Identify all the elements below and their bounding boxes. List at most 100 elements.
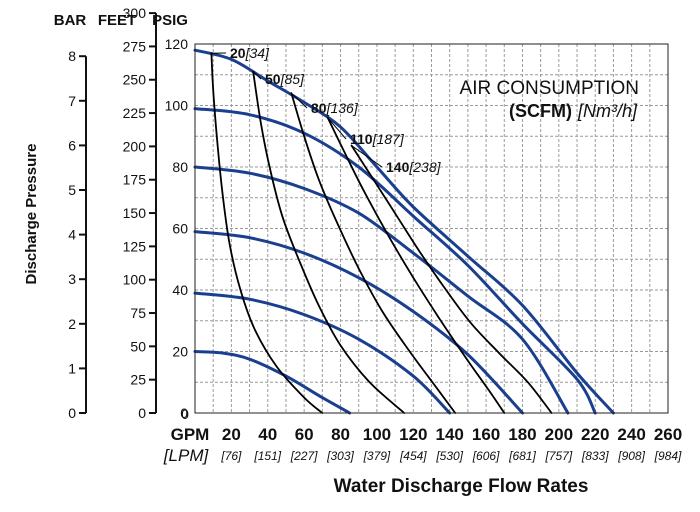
y-tick-feet: 200 — [123, 138, 147, 154]
x-tick-lpm: [379] — [363, 449, 391, 463]
x-tick-lpm: [833] — [581, 449, 609, 463]
plot-border — [194, 43, 669, 414]
y-tick-psig: 60 — [172, 221, 188, 237]
air-curve-label: 110[187] — [350, 131, 405, 147]
pressure-curves — [193, 48, 615, 415]
y-axis-header: BAR — [54, 12, 87, 29]
grid — [195, 43, 669, 413]
pressure-curve — [193, 48, 615, 415]
y-tick-bar: 8 — [68, 48, 76, 64]
x-tick-lpm: [454] — [399, 449, 427, 463]
pressure-curve — [193, 165, 570, 415]
x-tick-lpm: [530] — [435, 449, 463, 463]
air-curve-label-scfm: 80 — [311, 100, 327, 116]
pressure-curve — [193, 230, 524, 415]
y-tick-psig: 100 — [165, 98, 189, 114]
y-tick-psig: 80 — [172, 159, 188, 175]
x-tick-gpm: 160 — [472, 425, 500, 444]
y-tick-bar: 2 — [68, 316, 76, 332]
air-consumption-curve — [210, 52, 324, 414]
y-tick-feet: 250 — [123, 72, 147, 88]
pressure-curve — [193, 107, 597, 415]
x-tick-gpm: 100 — [363, 425, 391, 444]
x-tick-gpm: 80 — [331, 425, 350, 444]
y-tick-bar: 4 — [68, 227, 76, 243]
y-tick-psig: 120 — [165, 36, 189, 52]
x-tick-gpm: 40 — [258, 425, 277, 444]
y-axis-header: FEET — [98, 12, 136, 29]
air-curve-label: 80[136] — [311, 100, 359, 116]
y-tick-psig: 0 — [180, 405, 188, 421]
air-curve-leader — [327, 117, 347, 140]
x-tick-lpm: [76] — [220, 449, 242, 463]
air-curve-label-nm3h: [187] — [372, 131, 405, 147]
y-tick-bar: 7 — [68, 93, 76, 109]
x-axis-label: Water Discharge Flow Rates — [334, 476, 589, 497]
x-tick-lpm: [757] — [544, 449, 572, 463]
y-axis-label: Discharge Pressure — [23, 144, 40, 285]
air-curve-label-nm3h: [238] — [408, 159, 441, 175]
y-tick-bar: 0 — [68, 405, 76, 421]
y-tick-bar: 1 — [68, 360, 76, 376]
y-tick-feet: 150 — [123, 205, 147, 221]
air-curve-label-nm3h: [85] — [280, 71, 305, 87]
pressure-curve — [193, 291, 452, 415]
y-tick-bar: 3 — [68, 271, 76, 287]
air-curve-label: 50[85] — [265, 71, 305, 87]
labels: 20[34] 50[85] 80[136] 110[187] 140[238] — [211, 45, 442, 175]
y-tick-bar: 6 — [68, 137, 76, 153]
air-curve-label-scfm: 110 — [350, 131, 373, 147]
x-unit-label: GPM — [171, 425, 210, 444]
y-tick-feet: 100 — [123, 272, 147, 288]
legend-subtitle-unit: [Nm³/h] — [577, 101, 638, 121]
air-curve-label: 140[238] — [386, 159, 442, 175]
x-tick-lpm: [227] — [290, 449, 318, 463]
x-tick-gpm: 120 — [399, 425, 427, 444]
x-tick-lpm: [681] — [508, 449, 536, 463]
x-unit-alt-label: [LPM] — [163, 446, 210, 465]
legend-subtitle: (SCFM) [Nm³/h] — [509, 101, 638, 121]
y-tick-psig: 40 — [172, 282, 188, 298]
x-tick-gpm: 260 — [654, 425, 682, 444]
air-consumption-curve — [290, 92, 457, 414]
air-curve-label-scfm: 50 — [265, 71, 281, 87]
x-tick-lpm: [984] — [654, 449, 682, 463]
x-tick-gpm: 60 — [295, 425, 314, 444]
x-tick-gpm: 140 — [436, 425, 464, 444]
x-tick-gpm: 200 — [545, 425, 573, 444]
x-tick-lpm: [303] — [326, 449, 354, 463]
x-tick-lpm: [151] — [253, 449, 281, 463]
y-tick-feet: 225 — [123, 105, 147, 121]
x-tick-lpm: [908] — [617, 449, 645, 463]
y-tick-feet: 125 — [123, 238, 147, 254]
x-tick-lpm: [606] — [472, 449, 500, 463]
air-curve-leader — [291, 92, 308, 109]
y-tick-feet: 0 — [138, 405, 146, 421]
axes: 020[76]40[151]60[227]80[303]100[379]120[… — [54, 5, 682, 463]
x-tick-gpm: 20 — [222, 425, 241, 444]
y-tick-psig: 20 — [172, 344, 188, 360]
x-tick-zero: 0 — [181, 406, 189, 422]
air-curve-label-nm3h: [136] — [326, 100, 359, 116]
legend-title: AIR CONSUMPTION — [460, 78, 639, 99]
y-tick-feet: 175 — [123, 172, 147, 188]
x-tick-gpm: 220 — [581, 425, 609, 444]
air-curve-label-scfm: 140 — [386, 159, 410, 175]
y-tick-feet: 75 — [130, 305, 146, 321]
air-curve-label: 20[34] — [230, 45, 270, 61]
y-tick-feet: 275 — [123, 38, 147, 54]
x-tick-gpm: 180 — [508, 425, 536, 444]
legend-subtitle-bold: (SCFM) — [509, 101, 572, 121]
air-curve-leader — [351, 145, 383, 168]
x-tick-gpm: 240 — [617, 425, 645, 444]
air-consumption-curve — [326, 116, 506, 414]
air-curve-label-nm3h: [34] — [245, 45, 270, 61]
y-axis-header: PSIG — [152, 12, 188, 29]
y-tick-feet: 300 — [123, 5, 147, 21]
y-tick-feet: 25 — [130, 372, 146, 388]
air-consumption-curve — [252, 70, 406, 414]
air-curve-label-scfm: 20 — [230, 45, 246, 61]
y-tick-feet: 50 — [130, 338, 146, 354]
air-curve-leader — [252, 71, 262, 80]
